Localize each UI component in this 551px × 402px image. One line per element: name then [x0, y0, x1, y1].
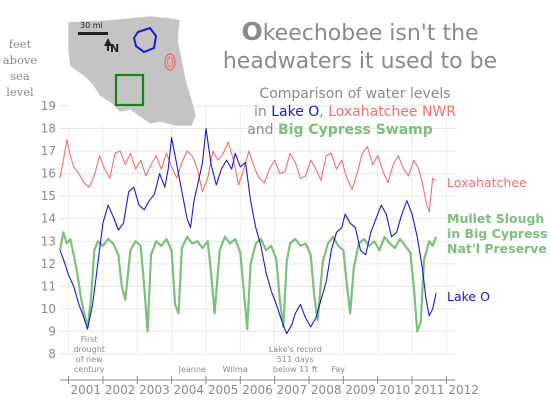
x-tick-label: 2005: [208, 383, 239, 397]
x-axis: 2001 2002 2003 2004 2005 2006 2007 2008 2009 2010…: [60, 376, 479, 397]
y-tick-label: 12: [41, 257, 56, 271]
subtitle-line-2: in Lake O, Loxahatchee NWR: [254, 104, 456, 120]
loxahatchee-outline-outer: [164, 53, 176, 71]
y-tick-label: 15: [41, 189, 56, 203]
x-tick-label: 2002: [105, 383, 136, 397]
x-tick-label: 2011: [414, 383, 445, 397]
series-label: Loxahatchee: [447, 175, 527, 190]
x-tick-label: 2001: [70, 383, 101, 397]
annotation-text: of new: [76, 355, 103, 364]
y-tick-label: 13: [41, 234, 56, 248]
series-label: in Big Cypress: [447, 226, 547, 241]
y-tick-label: 14: [41, 212, 56, 226]
series-group: [58, 127, 438, 335]
series-line-loxahatchee: [59, 139, 437, 213]
y-tick-label: 9: [48, 324, 56, 338]
y-tick-label: 11: [41, 279, 56, 293]
title-line-1: Okeechobee isn't the: [241, 17, 478, 46]
annotation-text: First: [81, 335, 98, 344]
x-tick-label: 2008: [311, 383, 342, 397]
y-axis: 8 9 10 11 12 13 14 15 16 17 18 19: [41, 99, 56, 361]
x-tick-label: 2009: [345, 383, 376, 397]
x-tick-label: 2006: [242, 383, 273, 397]
loxahatchee-outline-inner: [167, 56, 173, 68]
annotation-text: 511 days: [277, 355, 314, 364]
x-tick-label: 2003: [139, 383, 170, 397]
series-line-big-cypress: [58, 231, 438, 333]
series-label: Nat'l Preserve: [447, 241, 547, 256]
big-cypress-outline: [114, 73, 145, 107]
x-tick-label: 2007: [277, 383, 308, 397]
y-tick-label: 8: [48, 347, 56, 361]
annotation-text: drought: [73, 345, 104, 354]
series-label: Mullet Slough: [447, 211, 544, 226]
map-scale-bar: [78, 32, 108, 35]
y-tick-label: 17: [41, 144, 56, 158]
north-arrow-stem: [107, 45, 109, 51]
y-tick-label: 10: [41, 302, 56, 316]
annotation-text: Jeanne: [178, 365, 206, 374]
north-label: N: [110, 42, 119, 55]
florida-map-inset: 30 mi N: [67, 15, 197, 127]
map-scale-label: 30 mi: [80, 21, 103, 30]
chart-title: Okeechobee isn't the headwaters it used …: [223, 17, 497, 74]
north-arrow-icon: [104, 38, 112, 46]
subtitle-line-3: and Big Cypress Swamp: [247, 122, 433, 138]
x-tick-label: 2004: [174, 383, 205, 397]
annotation-text: Wilma: [223, 365, 248, 374]
y-axis-label-line: above: [3, 53, 38, 67]
subtitle-line-1: Comparison of water levels: [259, 86, 450, 102]
series-label: Lake O: [447, 289, 490, 304]
annotation-text: Lake's record: [269, 345, 322, 354]
x-tick-label: 2010: [380, 383, 411, 397]
florida-shape: [67, 15, 197, 127]
y-tick-label: 16: [41, 167, 56, 181]
y-axis-label-line: level: [6, 85, 34, 99]
annotation-text: below 11 ft: [273, 365, 318, 374]
y-tick-label: 19: [41, 99, 56, 113]
y-axis-label-line: sea: [10, 69, 30, 83]
grid: [60, 105, 455, 355]
y-axis-label-line: feet: [9, 37, 32, 51]
series-line-lake-o: [59, 127, 437, 335]
y-tick-label: 18: [41, 122, 56, 136]
lake-o-outline: [132, 26, 158, 54]
annotation-text: century: [74, 365, 105, 374]
y-axis-label: feet above sea level: [3, 37, 38, 99]
annotation-text: Fay: [331, 365, 345, 374]
x-tick-label: 2012: [448, 383, 479, 397]
title-line-2: headwaters it used to be: [223, 49, 497, 74]
chart-subtitle: Comparison of water levels in Lake O, Lo…: [247, 86, 456, 138]
